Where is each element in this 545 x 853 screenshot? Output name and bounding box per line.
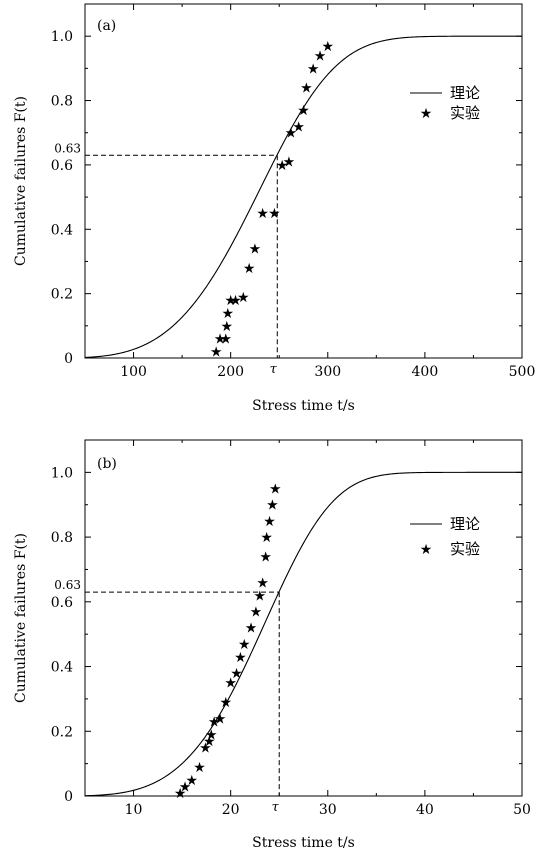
data-point-star: ★ — [208, 715, 221, 731]
data-point-star: ★ — [224, 293, 237, 309]
data-point-star: ★ — [221, 319, 234, 335]
y-tick-label: 0.2 — [51, 724, 73, 740]
legend-experiment-label: 实验 — [450, 540, 480, 558]
x-tick-label: 400 — [412, 364, 439, 380]
theory-curve — [84, 35, 522, 358]
y-tick-label: 1.0 — [51, 29, 73, 45]
data-point-star: ★ — [220, 332, 233, 348]
experiment-points: ★★★★★★★★★★★ ★★★★★★★★★★ — [210, 39, 334, 361]
data-point-star: ★ — [238, 637, 251, 653]
legend-star-icon: ★ — [420, 542, 433, 558]
data-point-star: ★ — [250, 605, 263, 621]
data-point-star: ★ — [314, 48, 327, 64]
data-point-star: ★ — [199, 740, 212, 756]
reference-y-label: 0.63 — [54, 578, 81, 592]
data-point-star: ★ — [221, 306, 234, 322]
data-point-star: ★ — [266, 498, 279, 514]
y-tick-label: 0.8 — [51, 530, 73, 546]
y-axis-label: Cumulative failures F(t) — [13, 533, 29, 703]
panel-label: (b) — [97, 456, 117, 472]
y-tick-label: 0.4 — [51, 222, 73, 238]
data-point-star: ★ — [205, 728, 218, 744]
y-axis-label: Cumulative failures F(t) — [13, 96, 29, 266]
data-point-star: ★ — [174, 786, 187, 802]
data-point-star: ★ — [214, 332, 227, 348]
y-tick-label: 0.2 — [51, 287, 73, 303]
data-point-star: ★ — [229, 293, 242, 309]
data-point-star: ★ — [234, 650, 247, 666]
tau-label: τ — [270, 362, 278, 377]
data-point-star: ★ — [285, 126, 298, 142]
x-tick-label: 20 — [222, 802, 240, 818]
x-tick-label: 100 — [120, 364, 147, 380]
legend-star-icon: ★ — [420, 106, 433, 122]
reference-lines: 0.63 τ — [54, 141, 278, 377]
y-tick-label: 1.0 — [51, 465, 73, 481]
data-point-star: ★ — [193, 760, 206, 776]
data-point-star: ★ — [256, 206, 269, 222]
axis-ticks: 100 200 300 400 500 0 0.2 0.4 0.6 0.8 1.0 — [51, 3, 536, 380]
data-point-star: ★ — [300, 81, 313, 97]
x-tick-label: 500 — [509, 364, 536, 380]
data-point-star: ★ — [254, 588, 267, 604]
x-tick-label: 40 — [416, 802, 434, 818]
data-point-star: ★ — [230, 666, 243, 682]
y-tick-label: 0.4 — [51, 660, 73, 676]
data-point-star: ★ — [214, 711, 227, 727]
x-tick-label: 300 — [314, 364, 341, 380]
y-tick-label: 0.8 — [51, 94, 73, 110]
data-point-star: ★ — [186, 773, 199, 789]
data-point-star: ★ — [237, 290, 250, 306]
data-point-star: ★ — [307, 61, 320, 77]
x-tick-label: 200 — [217, 364, 244, 380]
y-tick-label: 0 — [64, 351, 73, 367]
x-tick-label: 10 — [125, 802, 143, 818]
data-point-star: ★ — [321, 39, 334, 55]
data-point-star: ★ — [210, 345, 223, 361]
data-point-star: ★ — [283, 155, 296, 171]
theory-curve — [84, 471, 522, 797]
data-point-star: ★ — [220, 695, 233, 711]
legend-experiment-label: 实验 — [450, 104, 480, 122]
data-point-star: ★ — [292, 119, 305, 135]
y-tick-label: 0.6 — [51, 595, 73, 611]
data-point-star: ★ — [259, 550, 272, 566]
data-point-star: ★ — [263, 514, 276, 530]
data-point-star: ★ — [245, 621, 258, 637]
data-point-star: ★ — [297, 103, 310, 119]
plot-frame — [84, 3, 523, 359]
y-tick-label: 0.6 — [51, 158, 73, 174]
x-tick-label: 50 — [513, 802, 531, 818]
data-point-star: ★ — [249, 242, 262, 258]
data-point-star: ★ — [256, 575, 269, 591]
axis-ticks: 10 20 30 40 50 0 0.2 0.4 0.6 0.8 1.0 — [51, 439, 531, 818]
legend-theory-label: 理论 — [450, 515, 480, 533]
data-point-star: ★ — [260, 530, 273, 546]
x-tick-label: 30 — [319, 802, 337, 818]
data-point-star: ★ — [276, 158, 289, 174]
data-point-star: ★ — [268, 206, 281, 222]
panel-label: (a) — [97, 18, 116, 34]
reference-y-label: 0.63 — [54, 141, 81, 155]
data-point-star: ★ — [224, 676, 237, 692]
data-point-star: ★ — [269, 482, 282, 498]
legend: 理论 ★ 实验 — [410, 84, 480, 122]
tau-label: τ — [272, 800, 280, 815]
data-point-star: ★ — [203, 734, 216, 750]
reference-lines: 0.63 τ — [54, 578, 280, 815]
x-axis-label: Stress time t/s — [252, 835, 355, 851]
experiment-points: ★★★★★★★★★★★★★★★★★★★★★★★ — [174, 482, 282, 802]
data-point-star: ★ — [179, 779, 192, 795]
legend: 理论 ★ 实验 — [410, 515, 480, 558]
y-tick-label: 0 — [64, 789, 73, 805]
x-axis-label: Stress time t/s — [252, 398, 355, 414]
legend-theory-label: 理论 — [450, 84, 480, 102]
data-point-star: ★ — [243, 261, 256, 277]
plot-frame — [84, 439, 523, 797]
